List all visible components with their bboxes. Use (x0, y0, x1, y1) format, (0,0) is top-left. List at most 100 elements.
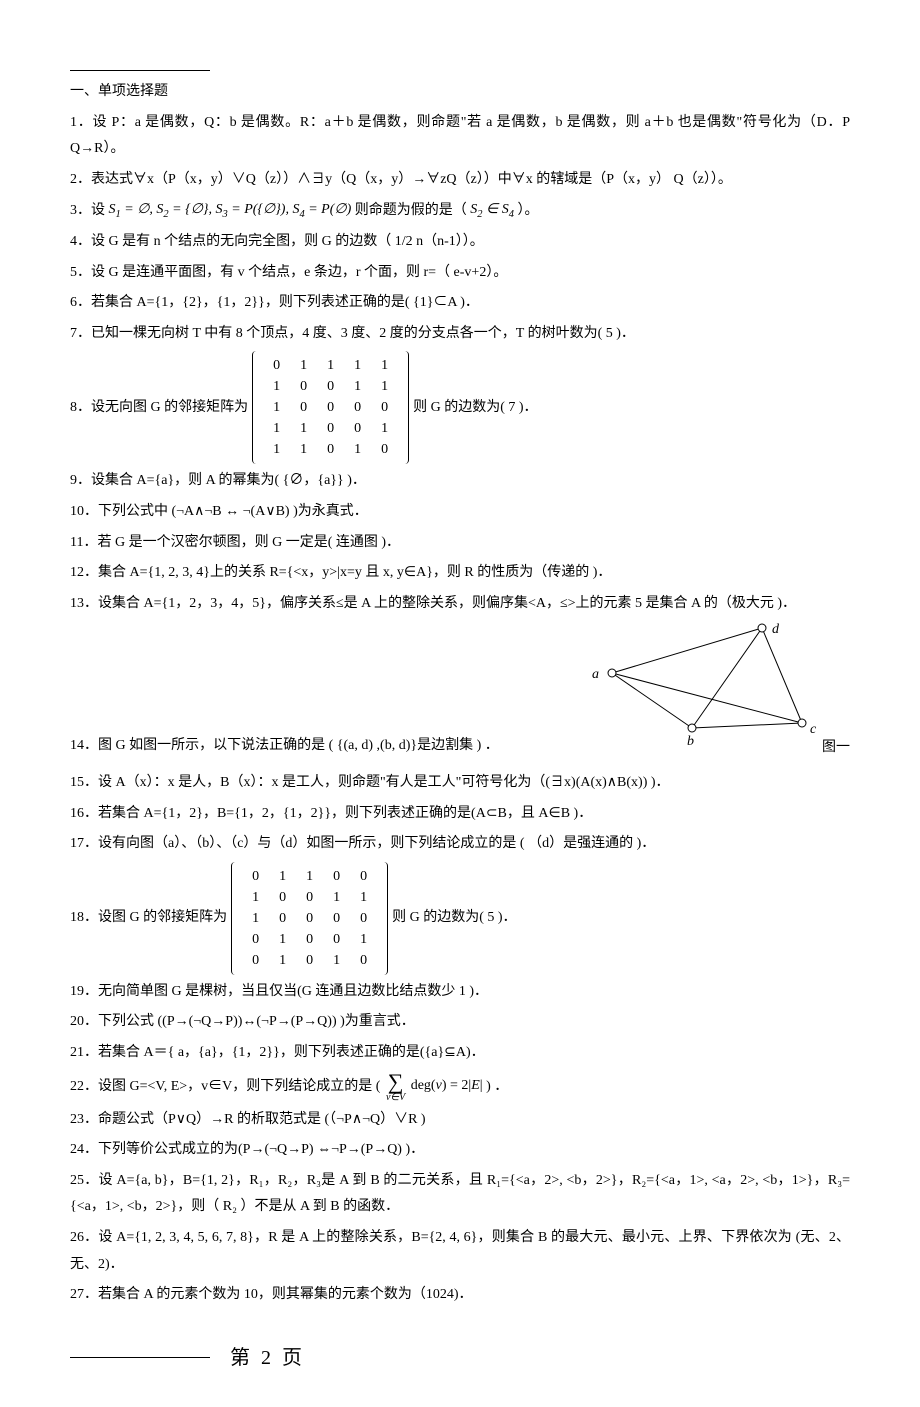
figure-label: 图一 (822, 735, 850, 764)
svg-text:c: c (810, 722, 817, 737)
question-15: 15．设 A（x）：x 是人，B（x）：x 是工人，则命题"有人是工人"可符号化… (70, 770, 850, 797)
graph-figure-1: a b c d (582, 623, 862, 764)
matrix-cell: 1 (263, 418, 290, 439)
q22-suffix: ) ． (486, 1079, 508, 1094)
question-22: 22．设图 G=<V, E>，v∈V，则下列结论成立的是 ( ∑ v∈V deg… (70, 1071, 850, 1103)
matrix-cell: 1 (242, 908, 269, 929)
matrix-cell: 1 (323, 887, 350, 908)
q3-end: ）。 (517, 203, 538, 218)
svg-text:d: d (772, 623, 780, 637)
q22-formula: deg(v) = 2|E| (411, 1073, 483, 1100)
matrix-cell: 1 (350, 887, 377, 908)
question-27: 27．若集合 A 的元素个数为 10，则其幂集的元素个数为（1024)． (70, 1282, 850, 1309)
matrix-cell: 0 (269, 908, 296, 929)
question-24: 24．下列等价公式成立的为(P→(¬Q→P) ⇔¬P→(P→Q) )． (70, 1137, 850, 1164)
matrix-cell: 0 (296, 908, 323, 929)
page-footer: 第 2 页 (70, 1339, 850, 1377)
matrix-cell: 1 (263, 439, 290, 460)
matrix-cell: 1 (317, 355, 344, 376)
matrix-cell: 1 (323, 950, 350, 971)
matrix-cell: 1 (290, 355, 317, 376)
matrix-cell: 0 (323, 866, 350, 887)
question-7: 7．已知一棵无向树 T 中有 8 个顶点，4 度、3 度、2 度的分支点各一个，… (70, 321, 850, 348)
page-number: 第 2 页 (230, 1339, 305, 1377)
matrix-cell: 1 (371, 418, 398, 439)
q3-post: 则命题为假的是（ (355, 203, 467, 218)
sigma-sum: ∑ v∈V (386, 1071, 405, 1103)
matrix-cell: 0 (371, 439, 398, 460)
question-1: 1．设 P：a 是偶数，Q：b 是偶数。R：a＋b 是偶数，则命题"若 a 是偶… (70, 110, 850, 163)
matrix-cell: 1 (263, 376, 290, 397)
question-4: 4．设 G 是有 n 个结点的无向完全图，则 G 的边数（ 1/2 n（n-1）… (70, 229, 850, 256)
question-18: 18．设图 G 的邻接矩阵为 0110010011100000100101010… (70, 862, 850, 975)
matrix-cell: 1 (296, 866, 323, 887)
question-11: 11．若 G 是一个汉密尔顿图，则 G 一定是( 连通图 )． (70, 530, 850, 557)
question-23: 23．命题公式（P∨Q）→R 的析取范式是 (（¬P∧¬Q）∨R ) (70, 1107, 850, 1134)
matrix-cell: 1 (344, 439, 371, 460)
matrix-cell: 0 (269, 887, 296, 908)
matrix-cell: 1 (344, 376, 371, 397)
svg-text:a: a (592, 667, 599, 682)
matrix-cell: 0 (344, 397, 371, 418)
matrix-8: 0111110011100001100111010 (252, 351, 409, 464)
q22-prefix: 22．设图 G=<V, E>，v∈V，则下列结论成立的是 ( (70, 1079, 380, 1094)
question-2: 2．表达式∀x（P（x，y）∨Q（z））∧∃y（Q（x，y）→∀zQ（z））中∀… (70, 167, 850, 194)
matrix-cell: 0 (323, 929, 350, 950)
q3-math: S1 = ∅, S2 = {∅}, S3 = P({∅}), S4 = P(∅) (109, 197, 352, 225)
question-16: 16．若集合 A={1，2}，B={1，2，{1，2}}，则下列表述正确的是(A… (70, 801, 850, 828)
q8-prefix: 8．设无向图 G 的邻接矩阵为 (70, 395, 248, 422)
matrix-cell: 1 (371, 376, 398, 397)
matrix-cell: 0 (296, 950, 323, 971)
question-26: 26．设 A={1, 2, 3, 4, 5, 6, 7, 8}，R 是 A 上的… (70, 1225, 850, 1278)
matrix-18: 0110010011100000100101010 (231, 862, 388, 975)
matrix-cell: 0 (317, 418, 344, 439)
header-rule (70, 70, 210, 71)
matrix-cell: 0 (323, 908, 350, 929)
matrix-cell: 0 (371, 397, 398, 418)
matrix-cell: 0 (350, 908, 377, 929)
q3-answer: S2 ∈ S4 (470, 197, 514, 225)
question-3: 3．设 S1 = ∅, S2 = {∅}, S3 = P({∅}), S4 = … (70, 197, 850, 225)
matrix-cell: 1 (344, 355, 371, 376)
question-17: 17．设有向图（a）、（b）、（c）与（d）如图一所示，则下列结论成立的是 ( … (70, 831, 850, 858)
matrix-cell: 0 (290, 376, 317, 397)
matrix-cell: 1 (290, 439, 317, 460)
question-25: 25．设 A={a, b}，B={1, 2}，R₁，R₂，R₃是 A 到 B 的… (70, 1168, 850, 1221)
matrix-cell: 0 (317, 376, 344, 397)
matrix-cell: 1 (350, 929, 377, 950)
matrix-cell: 0 (350, 950, 377, 971)
matrix-cell: 0 (350, 866, 377, 887)
matrix-cell: 0 (296, 929, 323, 950)
graph-svg: a b c d (582, 623, 832, 753)
question-19: 19．无向简单图 G 是棵树，当且仅当(G 连通且边数比结点数少 1 )． (70, 979, 850, 1006)
matrix-cell: 1 (269, 866, 296, 887)
matrix-cell: 0 (242, 866, 269, 887)
matrix-cell: 1 (263, 397, 290, 418)
matrix-cell: 0 (242, 950, 269, 971)
question-10: 10．下列公式中 (¬A∧¬B ↔ ¬(A∨B) )为永真式． (70, 499, 850, 526)
question-21: 21．若集合 A＝{ a，{a}，{1，2}}，则下列表述正确的是({a}⊆A)… (70, 1040, 850, 1067)
section-title: 一、单项选择题 (70, 79, 850, 106)
question-13: 13．设集合 A={1，2，3，4，5}，偏序关系≤是 A 上的整除关系，则偏序… (70, 591, 850, 618)
question-5: 5．设 G 是连通平面图，有 v 个结点，e 条边，r 个面，则 r=（ e-v… (70, 260, 850, 287)
question-14: 14．图 G 如图一所示，以下说法正确的是 ( {(a, d) ,(b, d)}… (70, 733, 562, 760)
q8-suffix: 则 G 的边数为( 7 )． (413, 395, 537, 422)
question-8: 8．设无向图 G 的邻接矩阵为 011111001110000110011101… (70, 351, 850, 464)
matrix-cell: 1 (269, 950, 296, 971)
matrix-cell: 0 (344, 418, 371, 439)
question-14-row: 14．图 G 如图一所示，以下说法正确的是 ( {(a, d) ,(b, d)}… (70, 623, 850, 764)
svg-text:b: b (687, 734, 694, 749)
matrix-cell: 0 (317, 439, 344, 460)
footer-rule (70, 1357, 210, 1358)
matrix-cell: 0 (290, 397, 317, 418)
q18-suffix: 则 G 的边数为( 5 )． (392, 905, 516, 932)
matrix-cell: 1 (371, 355, 398, 376)
matrix-cell: 0 (263, 355, 290, 376)
q18-prefix: 18．设图 G 的邻接矩阵为 (70, 905, 227, 932)
matrix-cell: 1 (290, 418, 317, 439)
matrix-cell: 0 (317, 397, 344, 418)
question-6: 6．若集合 A={1，{2}，{1，2}}，则下列表述正确的是( {1}⊂A )… (70, 290, 850, 317)
matrix-cell: 1 (242, 887, 269, 908)
question-12: 12．集合 A={1, 2, 3, 4}上的关系 R={<x，y>|x=y 且 … (70, 560, 850, 587)
question-9: 9．设集合 A={a}，则 A 的幂集为( {∅，{a}} )． (70, 468, 850, 495)
